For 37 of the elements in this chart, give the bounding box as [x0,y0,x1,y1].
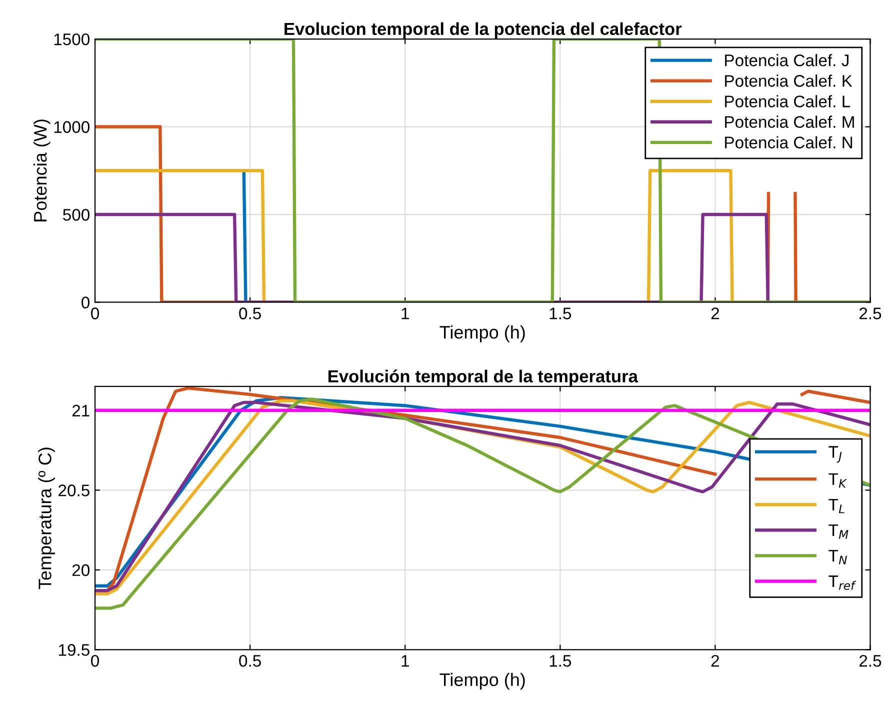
y-tick-label: 500 [63,208,90,221]
x-tick-label: 0.5 [239,308,261,320]
legend-label: Potencia Calef. K [725,74,852,87]
x-tick-label: 0 [91,654,99,667]
legend-label: T$_{L}$ [828,498,844,514]
y-tick-label: 20.5 [58,484,90,496]
legend-label: T$_{J}$ [828,446,842,463]
legend-label: T$_{ref}$ [828,576,856,590]
legend-label: Potencia Calef. M [725,116,854,128]
legend-label: Potencia Calef. N [725,136,852,148]
y-axis-title: Potencia (W) [33,120,50,222]
y-axis-title: Temperatura (º C) [38,448,55,590]
y-tick-label: 1500 [54,33,90,46]
x-tick-label: 0 [91,308,99,320]
x-tick-label: 1 [402,655,409,667]
x-tick-label: 0.5 [239,654,261,667]
chart-title: Evolución temporal de la temperatura [328,370,638,386]
x-tick-label: 2.5 [859,308,882,320]
x-axis-title: Tiempo (h) [440,672,525,690]
legend-label: T$_{K}$ [828,473,848,488]
legend-label: T$_{M}$ [828,524,848,539]
x-tick-label: 2.5 [859,654,882,667]
y-tick-label: 21 [72,404,90,416]
legend-label: Potencia Calef. L [725,95,850,108]
y-tick-label: 0 [82,296,90,308]
chart-title: Evolucion temporal de la potencia del calefactor [284,22,682,38]
x-tick-label: 1 [402,308,409,320]
y-tick-label: 20 [72,564,90,576]
y-tick-label: 19.5 [58,644,90,656]
legend-label: Potencia Calef. J [725,54,848,66]
x-tick-label: 1.5 [550,655,572,667]
x-tick-label: 1.5 [550,308,572,320]
x-axis-title: Tiempo (h) [440,325,525,342]
x-tick-label: 2 [711,654,719,667]
x-tick-label: 2 [711,308,719,320]
y-tick-label: 1000 [54,121,90,133]
legend-label: T$_{N}$ [828,550,847,564]
